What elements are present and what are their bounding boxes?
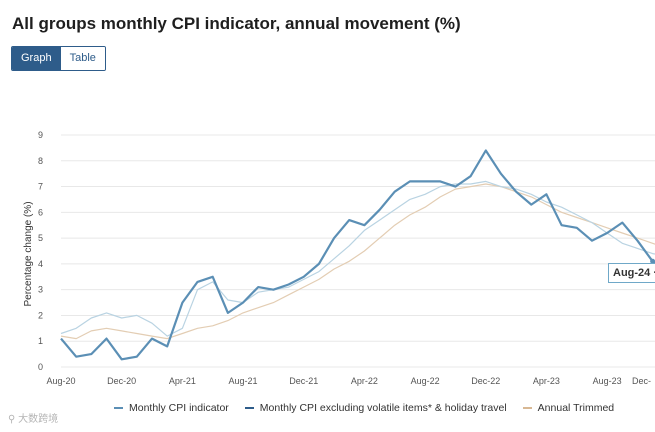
y-tick-label: 3 xyxy=(38,285,43,295)
x-tick-label: Apr-23 xyxy=(533,376,560,386)
series-line-monthly-cpi xyxy=(60,149,655,361)
watermark: ⚲ 大数跨境 xyxy=(8,414,59,425)
chart-legend: Monthly CPI indicator Monthly CPI exclud… xyxy=(114,402,630,414)
x-tick-label: Aug-21 xyxy=(229,376,258,386)
x-tick-label: Apr-22 xyxy=(351,376,378,386)
x-tick-label: Dec-20 xyxy=(107,376,136,386)
y-tick-label: 2 xyxy=(38,310,43,320)
legend-label: Monthly CPI excluding volatile items* & … xyxy=(259,402,507,414)
x-tick-label: Apr-21 xyxy=(169,376,196,386)
y-tick-label: 6 xyxy=(38,207,43,217)
x-tick-label: Aug-20 xyxy=(46,376,75,386)
hover-markers xyxy=(650,258,655,264)
y-tick-label: 1 xyxy=(38,336,43,346)
tab-table[interactable]: Table xyxy=(60,47,105,70)
series-lines xyxy=(60,149,655,361)
x-tick-label: Aug-23 xyxy=(593,376,622,386)
x-tick-label: Aug-22 xyxy=(411,376,440,386)
legend-swatch-excl-volatile xyxy=(244,407,254,409)
x-tick-label: Dec- xyxy=(632,376,651,386)
x-tick-label: Dec-21 xyxy=(289,376,318,386)
y-axis-label: Percentage change (%) xyxy=(23,201,34,306)
legend-label: Monthly CPI indicator xyxy=(129,402,229,414)
hover-tooltip: Aug-24 · xyxy=(608,263,655,283)
hover-marker xyxy=(650,258,655,264)
grid-lines xyxy=(61,134,655,368)
tab-graph[interactable]: Graph xyxy=(12,47,61,70)
y-tick-label: 9 xyxy=(38,130,43,140)
series-line-excl-volatile xyxy=(60,180,655,337)
y-tick-label: 5 xyxy=(38,233,43,243)
page-title: All groups monthly CPI indicator, annual… xyxy=(12,14,461,33)
legend-label: Annual Trimmed xyxy=(537,402,615,414)
y-tick-label: 0 xyxy=(38,362,43,372)
view-tabs: Graph Table xyxy=(11,46,106,71)
legend-item-excl-volatile[interactable]: Monthly CPI excluding volatile items* & … xyxy=(244,402,507,414)
legend-swatch-monthly-cpi xyxy=(114,407,123,409)
x-tick-label: Dec-22 xyxy=(471,376,500,386)
y-tick-label: 8 xyxy=(38,156,43,166)
y-tick-label: 7 xyxy=(38,182,43,192)
y-tick-label: 4 xyxy=(38,259,43,269)
x-tick-labels: Aug-20 Dec-20 Apr-21 Aug-21 Dec-21 Apr-22 Aug-… xyxy=(46,376,651,386)
y-tick-labels: 0 1 2 3 4 5 6 7 8 9 xyxy=(38,130,43,372)
series-line-annual-trimmed xyxy=(60,183,655,340)
legend-item-monthly-cpi[interactable]: Monthly CPI indicator xyxy=(114,402,229,414)
legend-swatch-trimmed xyxy=(522,407,532,409)
legend-item-trimmed[interactable]: Annual Trimmed xyxy=(522,402,615,414)
